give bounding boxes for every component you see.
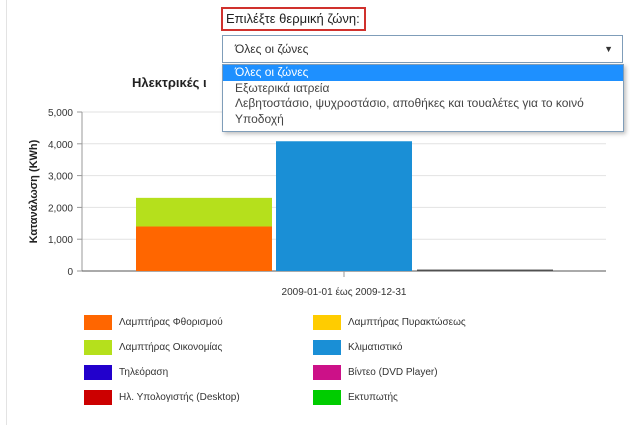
legend-swatch (313, 340, 341, 355)
y-tick-label: 0 (67, 267, 73, 278)
zone-option-outpatient[interactable]: Εξωτερικά ιατρεία (235, 80, 330, 95)
legend-swatch (313, 365, 341, 380)
bar-air-conditioning (276, 141, 412, 271)
x-category-label: 2009-01-01 έως 2009-12-31 (282, 286, 407, 298)
chart-title: Ηλεκτρικές ι (132, 75, 207, 90)
legend-label: Λαμπτήρας Φθορισμού (119, 317, 223, 328)
zone-select-value: Όλες οι ζώνες (235, 42, 309, 56)
zone-filter-label: Επιλέξτε θερμική ζώνη: (221, 7, 366, 31)
y-tick-label: 3,000 (48, 172, 73, 183)
left-border (6, 0, 7, 425)
y-tick-label: 1,000 (48, 235, 73, 246)
zone-select[interactable]: Όλες οι ζώνες ▼ (222, 35, 623, 63)
zone-option-all[interactable]: Όλες οι ζώνες (223, 65, 623, 81)
zone-option-reception[interactable]: Υποδοχή (235, 111, 284, 126)
bar-economy (136, 197, 272, 227)
legend-swatch (313, 315, 341, 330)
y-tick-label: 4,000 (48, 140, 73, 151)
y-tick-label: 2,000 (48, 203, 73, 214)
legend-label: Τηλεόραση (119, 367, 169, 378)
legend-swatch (84, 390, 112, 405)
legend-swatch (84, 340, 112, 355)
legend-swatch (84, 365, 112, 380)
bar-printer (417, 269, 553, 271)
legend-swatch (313, 390, 341, 405)
y-axis-title: Κατανάλωση (KWh) (28, 139, 40, 243)
zone-dropdown-list[interactable]: Όλες οι ζώνες Εξωτερικά ιατρεία Λεβητοστ… (222, 64, 624, 132)
legend-label: Ηλ. Υπολογιστής (Desktop) (119, 392, 240, 403)
dropdown-arrow-icon[interactable]: ▼ (604, 44, 613, 54)
legend-label: Βίντεο (DVD Player) (348, 367, 438, 378)
legend-label: Κλιματιστικό (348, 342, 403, 353)
zone-option-boiler-room[interactable]: Λεβητοστάσιο, ψυχροστάσιο, αποθήκες και … (235, 96, 584, 110)
bar-fluorescent (136, 226, 272, 271)
legend-label: Εκτυπωτής (348, 392, 398, 403)
legend-label: Λαμπτήρας Πυρακτώσεως (348, 317, 466, 328)
y-tick-label: 5,000 (48, 108, 73, 119)
legend-swatch (84, 315, 112, 330)
legend-label: Λαμπτήρας Οικονομίας (119, 342, 223, 353)
